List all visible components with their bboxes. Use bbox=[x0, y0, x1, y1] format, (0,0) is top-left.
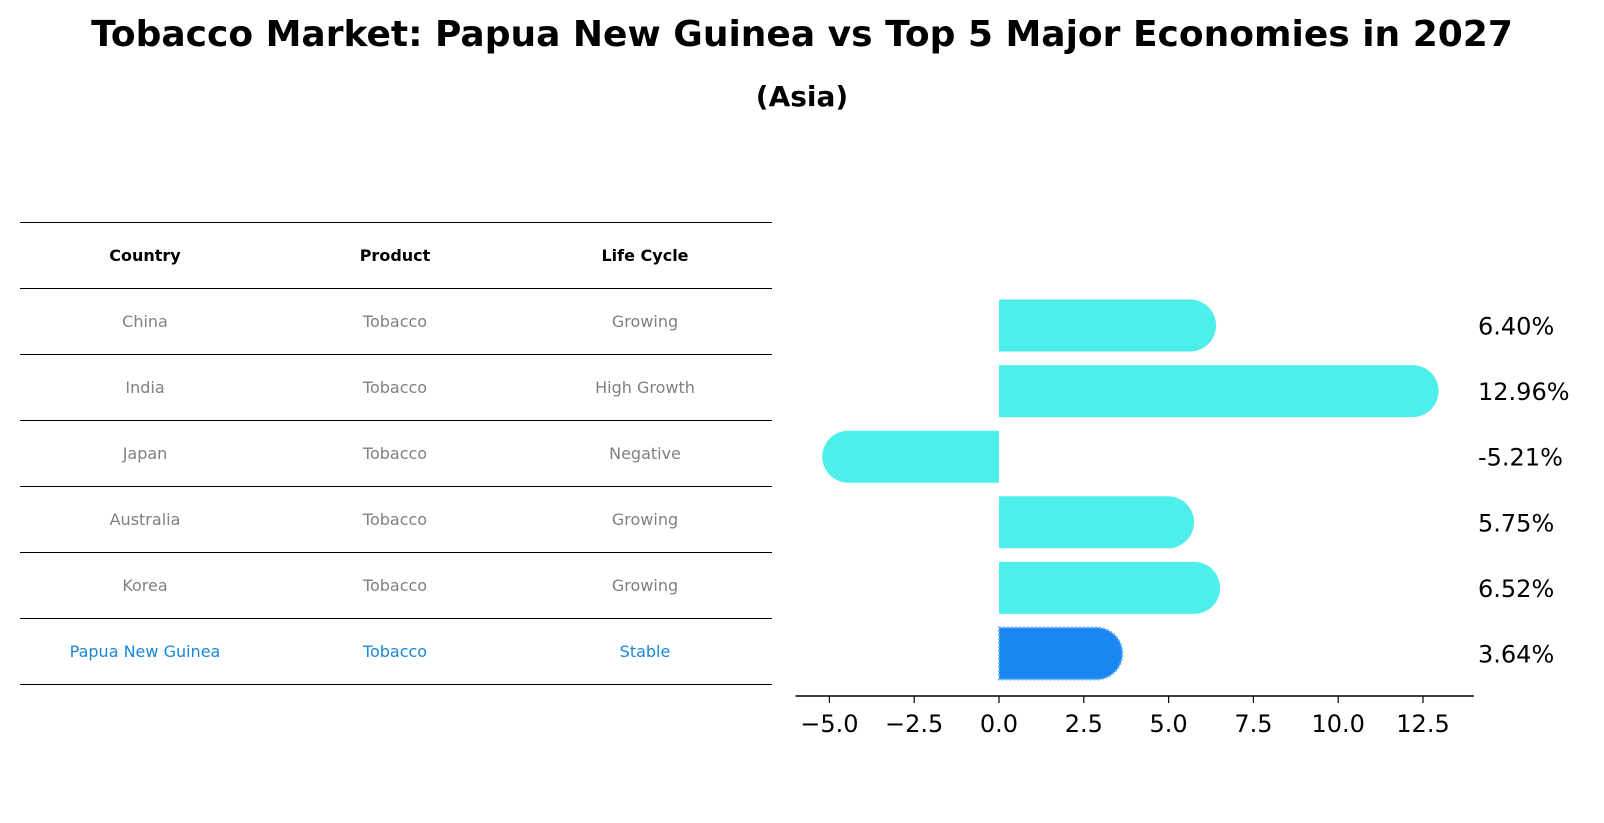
table-row-highlight: Papua New Guinea Tobacco Stable bbox=[20, 618, 772, 684]
table-rule bbox=[20, 354, 772, 355]
x-tick-label: −5.0 bbox=[800, 710, 858, 738]
cell-product: Tobacco bbox=[362, 311, 428, 331]
cell-country: Australia bbox=[109, 509, 181, 529]
header-life-cycle: Life Cycle bbox=[601, 245, 689, 265]
cell-life-cycle: Growing bbox=[611, 311, 679, 331]
cell-life-cycle: Growing bbox=[611, 509, 679, 529]
x-tick-label: −2.5 bbox=[885, 710, 943, 738]
bar-value-label: 12.96% bbox=[1478, 378, 1570, 406]
cell-country: Korea bbox=[122, 575, 168, 595]
header-country: Country bbox=[109, 245, 181, 265]
table-rule bbox=[20, 684, 772, 685]
table-rule bbox=[20, 420, 772, 421]
cell-life-cycle: Stable bbox=[619, 641, 671, 661]
cell-country: Japan bbox=[122, 443, 168, 463]
cell-product: Tobacco bbox=[362, 641, 428, 661]
bar bbox=[999, 561, 1221, 614]
table-rule bbox=[20, 552, 772, 553]
bar bbox=[999, 299, 1217, 352]
bar bbox=[998, 626, 1124, 681]
table-rule bbox=[20, 618, 772, 619]
cell-product: Tobacco bbox=[362, 377, 428, 397]
bar-value-label: 5.75% bbox=[1478, 509, 1554, 537]
chart-subtitle: (Asia) bbox=[755, 80, 849, 113]
bar-value-label: 6.52% bbox=[1478, 575, 1554, 603]
table-row: Japan Tobacco Negative bbox=[20, 420, 772, 486]
x-tick-label: 2.5 bbox=[1065, 710, 1103, 738]
cell-country: Papua New Guinea bbox=[69, 641, 221, 661]
table-header-row: Country Product Life Cycle bbox=[20, 222, 772, 288]
cell-life-cycle: High Growth bbox=[595, 377, 695, 397]
bar-value-label: -5.21% bbox=[1478, 444, 1563, 472]
x-tick-label: 7.5 bbox=[1234, 710, 1272, 738]
bar-value-label: 6.40% bbox=[1478, 313, 1554, 341]
bar bbox=[999, 496, 1195, 549]
x-tick-label: 10.0 bbox=[1311, 710, 1364, 738]
bar bbox=[999, 365, 1439, 418]
cell-product: Tobacco bbox=[362, 509, 428, 529]
table-rule bbox=[20, 222, 772, 223]
x-tick-label: 12.5 bbox=[1396, 710, 1449, 738]
table-row: Australia Tobacco Growing bbox=[20, 486, 772, 552]
bar bbox=[822, 430, 999, 483]
x-tick-label: 5.0 bbox=[1150, 710, 1188, 738]
cell-product: Tobacco bbox=[362, 443, 428, 463]
table-row: China Tobacco Growing bbox=[20, 288, 772, 354]
table-rule bbox=[20, 486, 772, 487]
cell-country: China bbox=[122, 311, 168, 331]
cell-country: India bbox=[125, 377, 165, 397]
table-rule bbox=[20, 288, 772, 289]
bar-value-label: 3.64% bbox=[1478, 641, 1554, 669]
x-tick-label: 0.0 bbox=[980, 710, 1018, 738]
chart-title: Tobacco Market: Papua New Guinea vs Top … bbox=[91, 14, 1513, 55]
table-row: India Tobacco High Growth bbox=[20, 354, 772, 420]
cell-product: Tobacco bbox=[362, 575, 428, 595]
cell-life-cycle: Negative bbox=[609, 443, 681, 463]
header-product: Product bbox=[359, 245, 431, 265]
cell-life-cycle: Growing bbox=[611, 575, 679, 595]
table-row: Korea Tobacco Growing bbox=[20, 552, 772, 618]
